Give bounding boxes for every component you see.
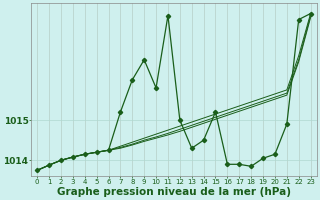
X-axis label: Graphe pression niveau de la mer (hPa): Graphe pression niveau de la mer (hPa)	[57, 187, 291, 197]
